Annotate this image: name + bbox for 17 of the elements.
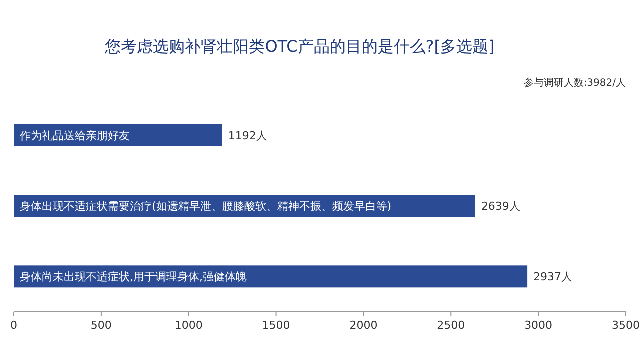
- x-tick-label: 1500: [262, 319, 290, 332]
- x-tick-label: 2000: [350, 319, 378, 332]
- data-label: 2639人: [481, 200, 520, 213]
- x-tick-label: 0: [10, 319, 18, 332]
- chart-title: 您考虑选购补肾壮阳类OTC产品的目的是什么?[多选题]: [104, 37, 495, 56]
- data-label: 1192人: [228, 129, 268, 142]
- x-tick-label: 3500: [612, 319, 640, 332]
- text: 参与调研人数:3982/人: [524, 77, 626, 89]
- x-tick-label: 1000: [174, 319, 203, 332]
- x-tick-label: 3000: [524, 319, 553, 332]
- y-tick-label: 作为礼品送给亲朋好友: [19, 129, 130, 142]
- data-label: 2937人: [534, 270, 573, 284]
- y-tick-label: 身体出现不适症状需要治疗(如遗精早泄、腰膝酸软、精神不振、频发早白等): [20, 200, 392, 213]
- x-tick-label: 2500: [437, 319, 466, 332]
- y-tick-label: 身体尚未出现不适症状,用于调理身体,强健体魄: [20, 270, 247, 284]
- bar: [14, 266, 528, 288]
- x-tick-label: 500: [90, 319, 112, 332]
